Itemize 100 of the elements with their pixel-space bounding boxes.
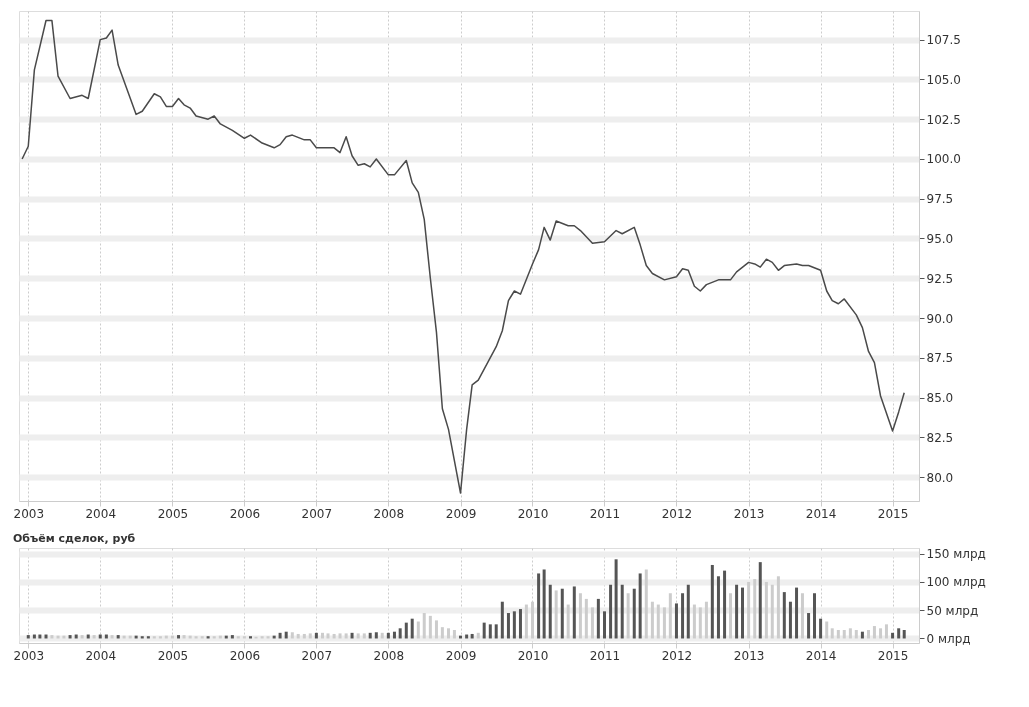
bar (230, 635, 234, 639)
bar (116, 635, 120, 639)
x-tick-label: 2012 (661, 506, 693, 521)
bar (410, 618, 414, 639)
bar (524, 604, 528, 639)
bar (578, 593, 582, 639)
y-tick-label: 95.0 (926, 232, 954, 246)
bar (542, 569, 546, 639)
line-series (21, 19, 905, 494)
bar (741, 587, 745, 639)
bar (416, 621, 420, 639)
bar (662, 607, 666, 639)
chart-title: Объём сделок, руб (13, 531, 136, 545)
bar (704, 601, 708, 639)
bar (326, 633, 330, 639)
bar (836, 629, 840, 639)
bar (308, 633, 312, 639)
bar (422, 613, 426, 639)
bar (620, 584, 624, 639)
bar (434, 620, 438, 639)
y-tick-label: 90.0 (926, 311, 954, 326)
bar (692, 604, 696, 639)
bar (795, 587, 799, 639)
y-tick-label: 102.5 (926, 112, 961, 127)
x-tick-label: 2008 (373, 506, 405, 521)
bar (452, 629, 456, 639)
bar (50, 635, 54, 639)
y-tick-label: 82.5 (926, 430, 954, 445)
bar (26, 635, 30, 639)
bar (848, 628, 852, 639)
bar (584, 598, 588, 639)
bar (867, 629, 871, 639)
bar (825, 621, 829, 639)
bar (182, 635, 186, 639)
bar (554, 590, 558, 639)
bar (428, 615, 432, 639)
bar (644, 569, 648, 639)
bar (723, 570, 727, 639)
x-tick-label: 2004 (85, 648, 117, 663)
y-tick-label: 105.0 (926, 72, 961, 87)
y-tick-label: 100.0 (926, 152, 961, 167)
bar (842, 629, 846, 639)
y-tick-label: 100 млрд (926, 575, 986, 590)
x-tick-label: 2006 (229, 506, 261, 521)
x-tick-label: 2003 (13, 648, 45, 663)
x-tick-label: 2015 (877, 506, 909, 521)
bar (735, 584, 739, 639)
y-tick-label: 150 млрд (926, 547, 986, 562)
bar (290, 632, 294, 639)
y-tick-label: 97.5 (926, 192, 954, 207)
bar (674, 603, 678, 639)
bar (177, 635, 181, 639)
y-tick-label: 87.5 (926, 351, 954, 366)
x-tick-label: 2006 (229, 648, 261, 663)
bar (500, 601, 504, 639)
bar (512, 611, 516, 639)
bar (747, 581, 751, 639)
bar (566, 604, 570, 639)
bar (716, 576, 720, 639)
bar (800, 593, 804, 639)
x-tick-label: 2011 (589, 648, 621, 663)
bar (812, 593, 816, 639)
bar (398, 628, 402, 639)
bar (632, 588, 636, 639)
bar (698, 607, 702, 639)
x-tick-label: 2013 (733, 648, 765, 663)
bar (92, 635, 96, 639)
bar (488, 624, 492, 639)
x-tick-label: 2009 (445, 648, 477, 663)
bar (602, 611, 606, 639)
y-tick-label: 92.5 (926, 271, 954, 286)
x-tick-label: 2007 (301, 506, 333, 521)
bar (362, 633, 366, 639)
y-tick-label: 80.0 (926, 470, 954, 485)
bar (782, 592, 786, 639)
x-tick-label: 2008 (373, 648, 405, 663)
bar (879, 628, 883, 639)
bar (392, 631, 396, 639)
x-tick-label: 2014 (805, 648, 837, 663)
x-tick-label: 2015 (877, 648, 909, 663)
bar (656, 604, 660, 639)
bar (374, 632, 378, 639)
x-tick-label: 2005 (157, 506, 189, 521)
bar (572, 586, 576, 639)
bar (776, 576, 780, 639)
bar (807, 613, 811, 639)
bar (609, 584, 613, 639)
bar (548, 584, 552, 639)
bar (596, 598, 600, 639)
bar (614, 559, 618, 639)
bar (560, 588, 564, 639)
x-tick-label: 2014 (805, 506, 837, 521)
bar (770, 584, 774, 639)
bar (110, 635, 114, 639)
y-tick-label: 107.5 (926, 33, 961, 48)
bar (902, 629, 906, 639)
bar (356, 633, 360, 639)
bar (626, 593, 630, 639)
bar (872, 626, 876, 639)
bar (728, 593, 732, 639)
